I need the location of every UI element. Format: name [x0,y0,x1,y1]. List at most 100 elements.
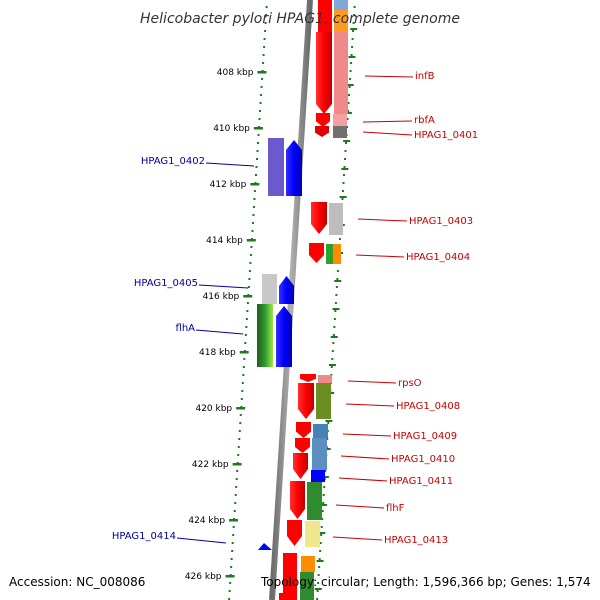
guide-dot [247,286,250,288]
guide-dot [338,238,341,240]
guide-tick [343,140,351,142]
cog-track-block [326,244,333,264]
gene-arrow [287,520,302,546]
guide-dot [237,446,240,448]
guide-tick [321,476,329,478]
guide-dot [240,398,243,400]
gene-block [318,0,332,32]
guide-tick [318,532,326,534]
guide-dot [248,278,251,280]
kbp-tick-label: 412 kbp [210,180,247,190]
guide-dot [347,102,350,104]
reverse-gene-connector [332,536,383,541]
gene-arrow [311,202,327,234]
guide-dot [346,118,349,120]
guide-dot [346,126,349,128]
guide-tick [314,588,322,590]
guide-dot [319,550,322,552]
guide-dot [259,110,262,112]
guide-dot [264,30,267,32]
kbp-tick-label: 416 kbp [203,292,240,302]
guide-dot [322,502,325,504]
guide-tick [330,336,338,338]
guide-dot [244,342,247,344]
gene-arrow [279,276,294,304]
kbp-tick [257,71,267,74]
guide-dot [263,38,266,40]
guide-dot [238,438,241,440]
cog-track-block [300,572,314,600]
guide-dot [255,158,258,160]
cog-track-block [301,556,315,572]
guide-dot [231,550,234,552]
gene-arrow [315,126,329,137]
gene-arrow [290,481,305,519]
guide-dot [319,542,322,544]
guide-dot [353,14,356,16]
gene-arrow [258,543,272,550]
guide-dot [259,102,262,104]
kbp-tick [243,295,253,298]
guide-dot [251,222,254,224]
guide-dot [336,278,339,280]
forward-gene-connector [198,284,249,289]
guide-tick [348,56,356,58]
cog-track-block [334,10,348,32]
guide-dot [228,598,231,600]
guide-dot [238,430,241,432]
guide-dot [265,14,268,16]
guide-dot [333,326,336,328]
guide-dot [264,22,267,24]
reverse-gene-label: HPAG1_0408 [396,401,460,412]
kbp-tick-label: 424 kbp [188,516,225,526]
kbp-tick-label: 420 kbp [195,404,232,414]
reverse-gene-label: rpsO [398,378,422,389]
guide-dot [320,526,323,528]
guide-dot [263,46,266,48]
guide-dot [335,286,338,288]
cog-track-block [313,424,328,438]
cog-track-block [307,482,322,520]
guide-dot [332,342,335,344]
reverse-gene-connector [345,403,395,407]
cog-track-block [318,375,332,383]
cog-track-block [257,304,273,367]
reverse-gene-label: HPAG1_0404 [406,252,470,263]
reverse-gene-connector [362,120,413,123]
reverse-gene-connector [347,380,397,384]
guide-dot [253,190,256,192]
cog-track-block [334,0,348,10]
guide-tick [323,448,331,450]
guide-dot [256,150,259,152]
gene-arrow [309,243,324,263]
guide-dot [318,558,321,560]
guide-dot [321,518,324,520]
gene-arrow [276,306,292,367]
gene-arrow [316,113,330,127]
kbp-tick-label: 426 kbp [185,572,222,582]
guide-dot [246,310,249,312]
cog-track-block [333,126,347,138]
reverse-gene-label: HPAG1_0410 [391,454,455,465]
guide-dot [333,318,336,320]
guide-dot [250,246,253,248]
guide-dot [228,590,231,592]
reverse-gene-connector [357,218,408,222]
kbp-tick [232,463,242,466]
guide-dot [243,358,246,360]
guide-dot [252,214,255,216]
guide-dot [258,118,261,120]
gene-arrow [295,438,310,453]
guide-dot [249,254,252,256]
guide-dot [342,174,345,176]
guide-dot [235,478,238,480]
cog-track-block [312,438,327,470]
guide-tick [341,168,349,170]
guide-dot [254,174,257,176]
reverse-gene-connector [364,75,414,78]
guide-tick [346,84,354,86]
cog-track-block [305,521,320,547]
guide-dot [316,590,319,592]
